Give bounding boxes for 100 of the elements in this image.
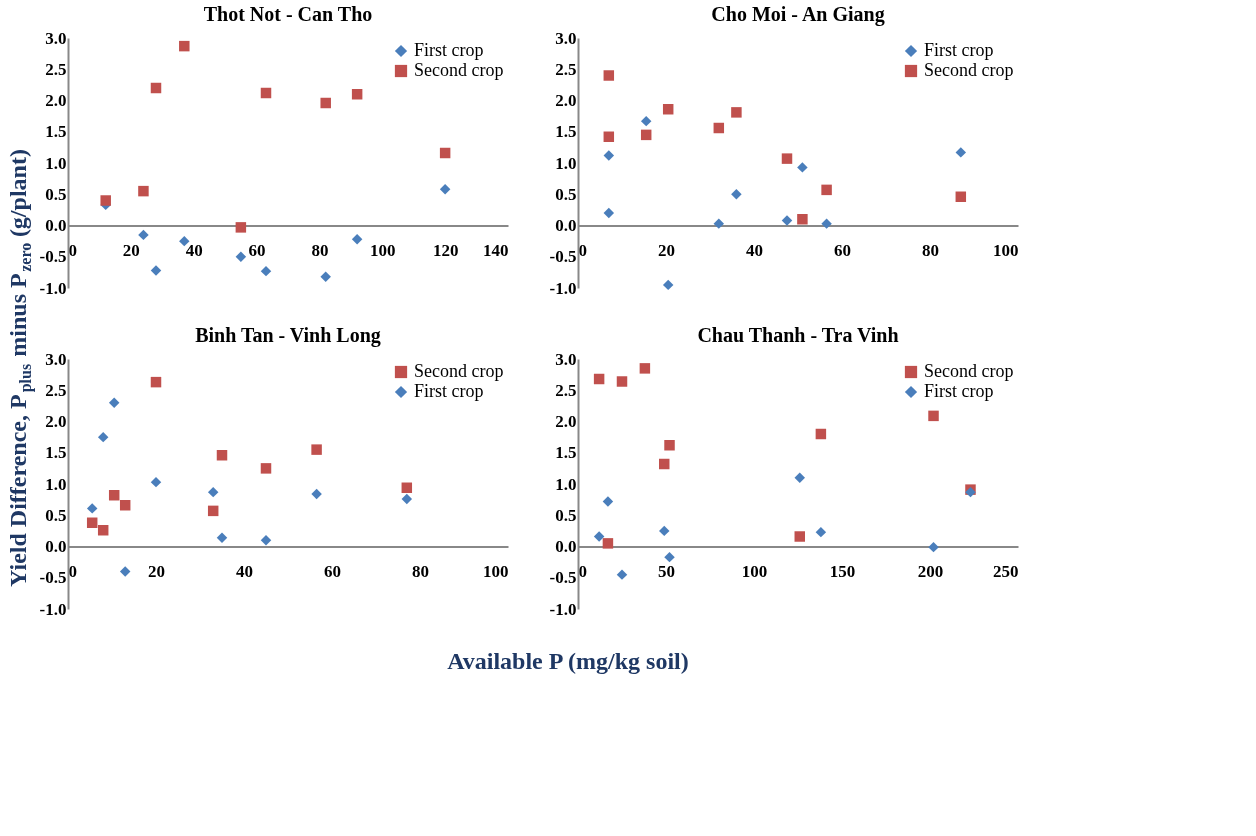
y-tick-label: 0.5 bbox=[45, 505, 67, 525]
point bbox=[150, 376, 162, 388]
legend-label: Second crop bbox=[924, 361, 1014, 381]
point bbox=[616, 376, 628, 387]
y-tick-label: 0.0 bbox=[45, 537, 67, 556]
point bbox=[602, 538, 614, 549]
x-tick-label: 80 bbox=[412, 562, 429, 581]
point bbox=[97, 525, 109, 536]
point bbox=[150, 82, 162, 94]
point bbox=[216, 532, 228, 543]
point bbox=[662, 279, 674, 291]
point bbox=[794, 531, 805, 542]
point bbox=[401, 493, 413, 505]
x-tick-label: 0 bbox=[578, 241, 587, 260]
x-tick-label: 20 bbox=[658, 241, 675, 260]
point bbox=[119, 500, 131, 511]
point bbox=[260, 265, 272, 277]
point bbox=[928, 541, 939, 553]
y-tick-label: 0.5 bbox=[555, 505, 577, 525]
x-tick-label: 20 bbox=[148, 562, 165, 581]
point bbox=[260, 463, 272, 474]
y-tick-label: 0.5 bbox=[45, 184, 67, 204]
point bbox=[781, 215, 793, 226]
point bbox=[662, 104, 674, 115]
point bbox=[207, 505, 219, 517]
y-tick-label: 2.5 bbox=[555, 380, 577, 400]
point bbox=[351, 89, 363, 100]
y-tick-label: 2.0 bbox=[555, 91, 577, 110]
y-tick-label: 0.0 bbox=[555, 537, 577, 556]
point bbox=[815, 526, 827, 538]
point bbox=[401, 482, 413, 493]
y-tick-label: 2.5 bbox=[45, 59, 67, 79]
legend-label: First crop bbox=[414, 381, 484, 401]
point bbox=[781, 153, 793, 164]
x-tick-label: 20 bbox=[122, 241, 140, 260]
point bbox=[815, 428, 827, 440]
point bbox=[216, 450, 228, 461]
y-tick-label: 3.0 bbox=[45, 28, 67, 48]
point bbox=[207, 486, 219, 498]
x-tick-label: 100 bbox=[483, 562, 509, 581]
point bbox=[797, 214, 808, 225]
legend-label: First crop bbox=[924, 381, 994, 401]
y-tick-label: 1.0 bbox=[555, 153, 577, 173]
point bbox=[603, 150, 615, 161]
y-tick-label: -1.0 bbox=[549, 278, 577, 298]
y-tick-label: -1.0 bbox=[549, 599, 577, 619]
x-tick-label: 0 bbox=[68, 241, 77, 260]
x-tick-label: 150 bbox=[829, 562, 856, 581]
y-tick-label: -0.5 bbox=[549, 247, 577, 267]
point bbox=[351, 234, 363, 245]
point bbox=[640, 115, 652, 127]
y-tick-label: -1.0 bbox=[39, 278, 67, 298]
point bbox=[603, 70, 615, 81]
x-tick-label: 60 bbox=[834, 241, 851, 260]
legend-label: Second crop bbox=[414, 361, 504, 381]
y-tick-label: 0.0 bbox=[45, 216, 67, 235]
legend-label: Second crop bbox=[414, 60, 504, 80]
point bbox=[955, 147, 967, 158]
legend-label: First crop bbox=[414, 40, 484, 60]
y-tick-label: 1.5 bbox=[555, 443, 577, 463]
chart-title: Cho Moi - An Giang bbox=[711, 3, 885, 26]
y-tick-label: 2.0 bbox=[555, 412, 577, 431]
y-tick-label: -1.0 bbox=[39, 599, 67, 619]
point bbox=[639, 363, 651, 374]
point bbox=[97, 431, 109, 443]
point bbox=[100, 195, 111, 206]
y-tick-label: 1.5 bbox=[45, 443, 67, 463]
chart-title: Chau Thanh - Tra Vinh bbox=[697, 324, 899, 346]
y-tick-label: 3.0 bbox=[45, 349, 67, 369]
point bbox=[235, 251, 247, 262]
point bbox=[664, 551, 675, 563]
x-tick-label: 60 bbox=[248, 241, 266, 260]
y-tick-label: 3.0 bbox=[555, 28, 577, 48]
point bbox=[86, 517, 98, 528]
point bbox=[150, 265, 162, 276]
point bbox=[797, 162, 808, 173]
y-tick-label: 0.5 bbox=[555, 184, 577, 204]
x-tick-label: 50 bbox=[658, 562, 675, 581]
point bbox=[439, 184, 451, 195]
point bbox=[235, 222, 247, 233]
point bbox=[821, 184, 832, 196]
y-tick-label: 2.0 bbox=[45, 412, 67, 431]
y-tick-label: 1.5 bbox=[555, 122, 577, 142]
x-tick-label: 100 bbox=[741, 562, 768, 581]
point bbox=[731, 189, 742, 200]
point bbox=[821, 218, 832, 229]
point bbox=[179, 235, 190, 247]
point bbox=[108, 397, 120, 408]
y-tick-label: 2.5 bbox=[555, 59, 577, 79]
point bbox=[928, 410, 939, 422]
point bbox=[260, 87, 272, 99]
point bbox=[311, 488, 322, 500]
x-tick-label: 200 bbox=[917, 562, 944, 581]
point bbox=[955, 191, 967, 202]
y-tick-label: 1.0 bbox=[555, 474, 577, 494]
x-tick-label: 0 bbox=[578, 562, 587, 581]
x-axis-title: Available P (mg/kg soil) bbox=[447, 648, 689, 674]
x-tick-label: 80 bbox=[311, 241, 329, 260]
x-tick-label: 100 bbox=[370, 241, 396, 260]
point bbox=[713, 218, 725, 229]
